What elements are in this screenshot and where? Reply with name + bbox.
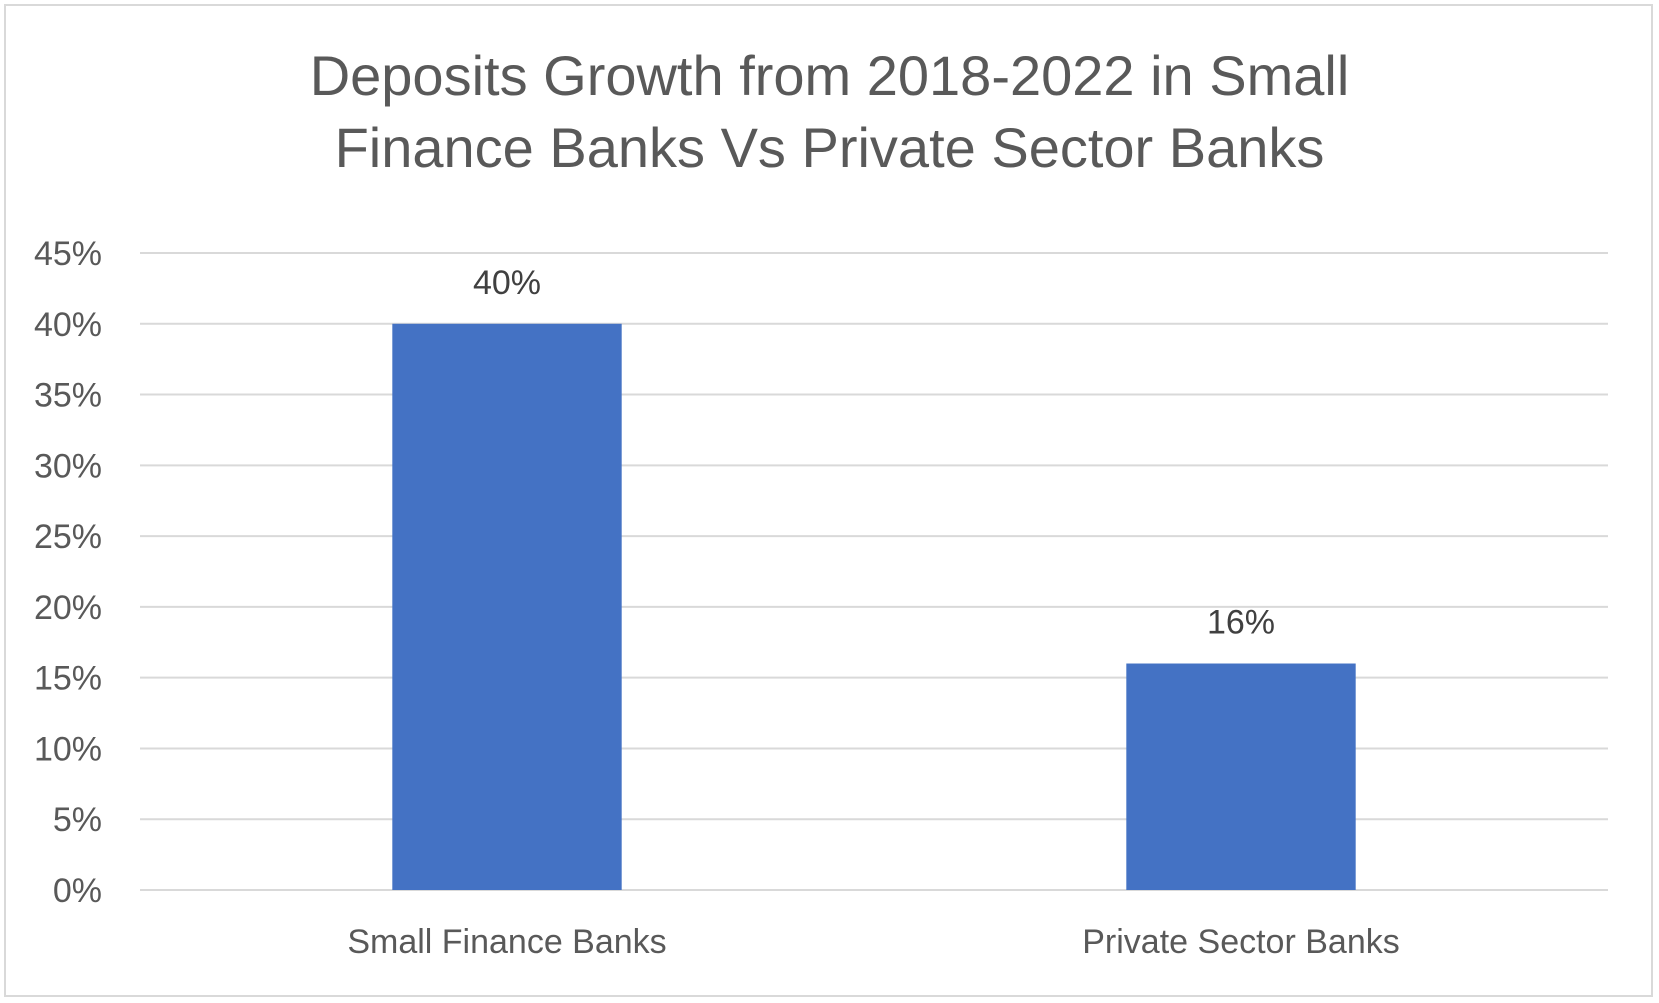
x-category-label: Small Finance Banks [347,923,666,961]
y-tick-label: 30% [34,447,102,485]
y-tick-label: 5% [53,801,102,839]
chart-title: Deposits Growth from 2018-2022 in Small … [0,40,1659,184]
y-tick-label: 45% [34,235,102,273]
y-tick-label: 35% [34,377,102,415]
y-tick-label: 10% [34,730,102,768]
bar [392,323,622,890]
y-tick-label: 15% [34,660,102,698]
y-tick-label: 40% [34,306,102,344]
chart-title-line-1: Deposits Growth from 2018-2022 in Small [309,44,1350,107]
y-tick-label: 0% [53,872,102,910]
chart-frame [4,4,1653,997]
y-tick-label: 25% [34,518,102,556]
chart-title-line-2: Finance Banks Vs Private Sector Banks [334,116,1325,179]
x-category-label: Private Sector Banks [1082,923,1399,961]
y-tick-label: 20% [34,589,102,627]
data-label: 40% [473,264,541,302]
bar [1126,663,1356,890]
data-label: 16% [1207,604,1275,642]
